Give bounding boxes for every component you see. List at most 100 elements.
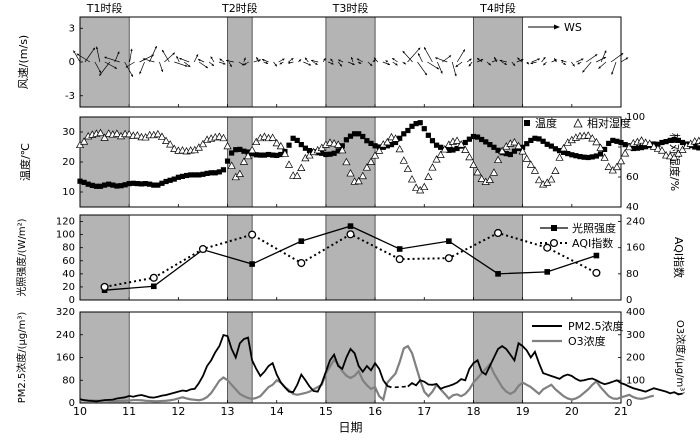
wind-vector-head [287,61,291,64]
temperature-point [675,137,681,143]
wind-vector-head [187,64,191,67]
wind-vector-head [95,46,99,49]
temperature-point [671,136,677,143]
wind-vector [76,53,91,63]
temperature-point [175,174,181,180]
wind-vector-head [179,57,182,61]
humidity-point [125,129,134,138]
temperature-point [409,123,415,129]
humidity-point [387,132,396,141]
temperature-point [319,150,325,156]
temperature-point [77,178,83,184]
temperature-point [663,139,669,145]
light-y-tick-label: 20 [62,282,75,293]
temperature-point [331,150,337,156]
humidity-point [674,149,683,157]
temperature-point [278,151,284,158]
temperature-point [270,152,276,158]
wind-vector [423,46,433,63]
humidity-point [596,143,605,151]
period-shading-4-1 [79,311,130,404]
wind-vector [407,47,421,63]
humidity-point [358,171,367,180]
temperature-point [569,152,575,158]
temperature-point [462,139,468,146]
temperature-point [110,182,116,188]
temperature-point [327,151,333,157]
humidity-point [161,136,171,144]
humidity-point [604,162,613,170]
o3-y-tick-label: 100 [626,375,645,386]
legend-aqi-marker [549,238,559,248]
light-y-tick-label: 100 [56,230,75,241]
wind-vector-head [352,62,355,66]
wind-vector-head [594,54,598,57]
temperature-point [192,172,198,178]
light-y-axis-label: 光照强度/(W/m²) [15,218,28,296]
humidity-point [469,160,478,168]
wind-vector-head [98,70,101,73]
temperature-point [536,136,542,142]
wind-vector-head [435,57,438,60]
temperature-point [548,143,554,149]
wind-vector-head [455,64,459,67]
humidity-point [243,151,253,160]
temperature-point [507,151,513,158]
wind-vector-head [369,63,373,66]
humidity-point [584,131,593,139]
temperature-point [450,147,456,153]
temperature-point [114,183,120,189]
humidity-point [227,161,236,169]
temperature-point [556,148,563,154]
temp-y-tick-label: 10 [62,187,75,198]
humidity-point [461,145,470,153]
wind-vector-head [331,62,334,65]
humidity-point [555,153,564,161]
humidity-point [198,139,208,148]
temperature-point [360,133,366,140]
temperature-point [163,178,169,185]
aqi-point [100,282,109,291]
wind-vector [427,61,440,70]
temperature-point [274,152,280,158]
wind-vector [456,49,466,63]
temperature-point [655,141,661,147]
wind-vector-head [290,58,294,61]
light-intensity-point [150,283,157,290]
wind-vector-head [499,59,503,63]
temperature-point [122,182,128,188]
light-intensity-point [544,269,551,275]
o3-y-tick-label: 400 [626,307,645,318]
temperature-point [577,154,583,160]
temperature-point [692,144,698,150]
humidity-point [157,132,167,140]
wind-vector-head [104,56,107,59]
humidity-point [252,137,261,146]
pm25-line [79,333,392,403]
temperature-point [179,173,186,179]
wind-vector-head [262,58,265,62]
temperature-point [634,145,640,151]
temperature-point [638,145,645,151]
temperature-point [302,145,309,151]
temperature-point [552,146,559,152]
humidity-point [215,132,224,140]
o3-y-tick-label: 200 [626,353,645,364]
temperature-point [130,180,136,186]
wind-vector-head [279,62,283,65]
aqi-y-axis-label: AQI指数 [672,237,686,278]
temperature-point [347,133,354,139]
wind-vector-head [582,69,585,73]
temperature-point [417,120,423,126]
humidity-point [477,174,486,182]
humidity-point [452,136,462,144]
humidity-point [284,160,294,168]
pm25-y-tick-label: 80 [62,375,75,386]
wind-vector [402,50,413,63]
o3-y-axis-label: O3浓度/(μg/m³) [674,320,687,395]
temperature-point [491,144,497,150]
temperature-point [589,154,595,160]
wind-vector-head [243,62,247,65]
wind-vector-head [160,69,164,72]
wind-vector [124,61,134,78]
